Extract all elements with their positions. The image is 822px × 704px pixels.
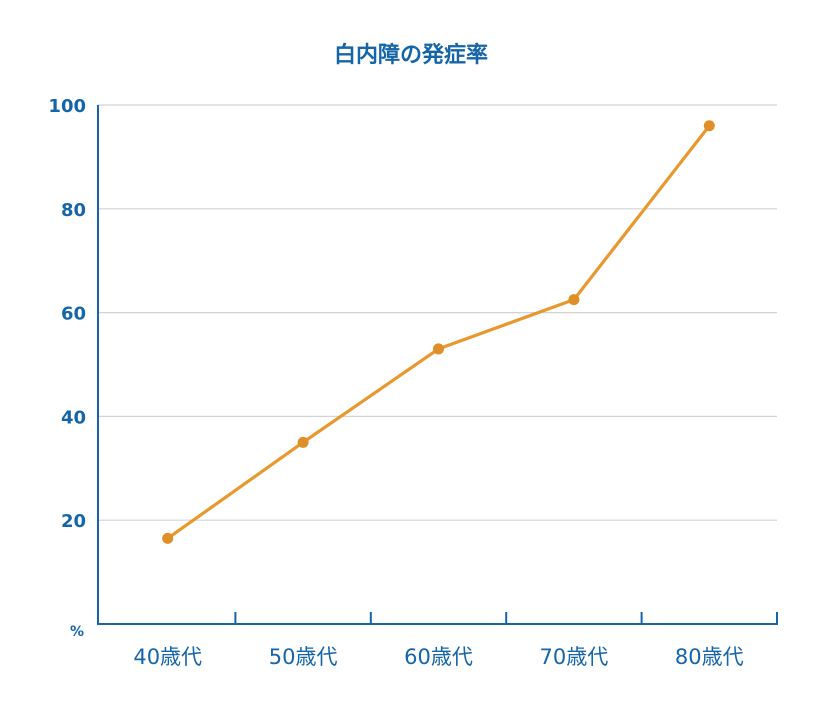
x-tick-label-5: 80歳代 (675, 645, 744, 669)
axes (97, 105, 778, 625)
x-tick-label-1: 40歳代 (133, 645, 202, 669)
x-tick-label-3: 60歳代 (404, 645, 473, 669)
data-point-4 (568, 294, 580, 306)
data-point-2 (297, 436, 309, 448)
data-point-5 (703, 120, 715, 132)
x-tick-label-4: 70歳代 (540, 645, 609, 669)
y-tick-label-40: 40 (61, 407, 86, 428)
y-tick-label-20: 20 (61, 511, 86, 532)
gridlines (98, 104, 777, 521)
y-tick-label-60: 60 (61, 304, 86, 325)
y-tick-label-100: 100 (48, 96, 86, 117)
y-tick-label-80: 80 (61, 200, 86, 221)
y-axis-unit-label: % (70, 624, 84, 640)
series-line-1 (166, 124, 711, 540)
y-tick-labels: 20 40 60 80 100 (48, 96, 86, 532)
x-tick-labels: 40歳代 50歳代 60歳代 70歳代 80歳代 (133, 645, 743, 669)
data-point-3 (433, 343, 444, 355)
series-layer (162, 120, 715, 544)
x-tick-label-2: 50歳代 (269, 645, 338, 669)
chart-title: 白内障の発症率 (334, 42, 488, 68)
data-point-1 (162, 532, 174, 544)
